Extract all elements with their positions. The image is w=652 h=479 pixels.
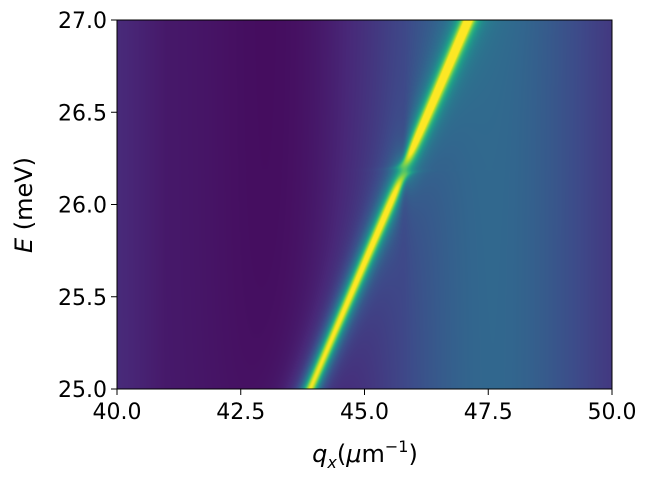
x-axis-ticks: 40.0 42.5 45.0 47.5 50.0 [93,389,637,425]
heatmap-image [117,20,612,389]
x-tick-label: 40.0 [93,400,142,425]
x-tick-label: 50.0 [588,400,637,425]
x-tick-label: 42.5 [216,400,265,425]
y-tick-label: 27.0 [58,9,107,34]
x-axis-label-close: ) [408,440,417,468]
y-axis-ticks: 25.0 25.5 26.0 26.5 27.0 [58,9,117,403]
x-tick-label: 47.5 [464,400,513,425]
x-axis-label-sup: −1 [385,437,409,456]
heatmap-plot-area [116,19,613,390]
y-tick-label: 25.5 [58,286,107,311]
y-tick-label: 25.0 [58,378,107,403]
y-axis-label-unit: (meV) [10,157,38,238]
x-tick-label: 45.0 [340,400,389,425]
y-tick-label: 26.5 [58,101,107,126]
x-axis-label-unit: m [362,440,385,468]
x-axis-label-mu: μ [345,440,361,468]
y-axis-label-var: E [10,237,38,253]
y-axis-label: E (meV) [10,157,38,253]
x-axis-label-var: q [312,440,327,468]
x-axis-label-sub: x [326,453,337,472]
y-tick-label: 26.0 [58,194,107,219]
x-axis-label: qx(μm−1) [312,437,418,472]
x-axis-label-open: ( [337,440,346,468]
